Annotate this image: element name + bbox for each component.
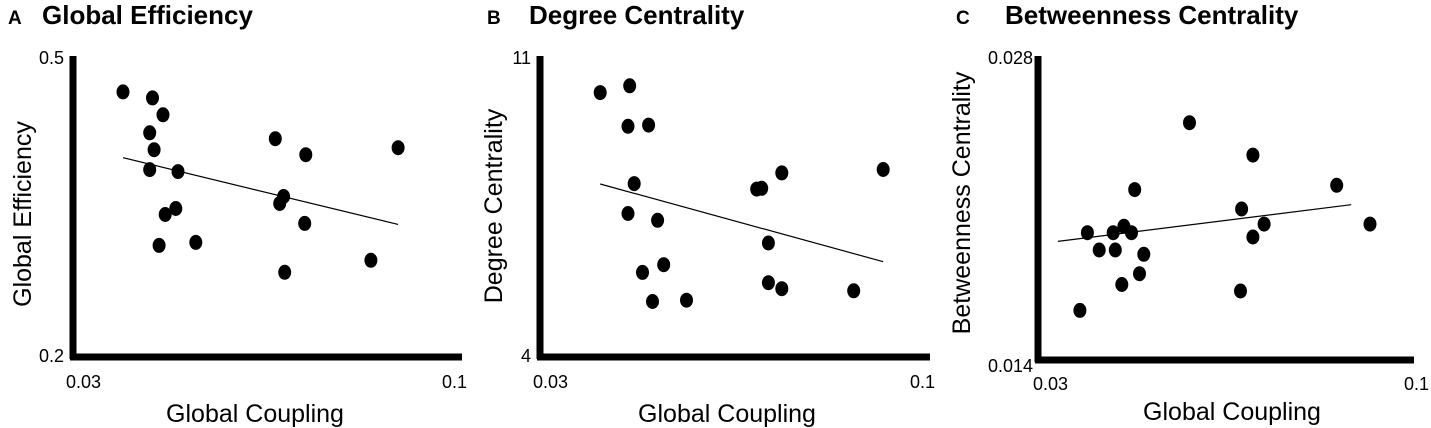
panel-b-y-tick-min: 4 <box>521 346 531 366</box>
panel-a-point-11 <box>189 234 203 250</box>
panel-a-point-3 <box>156 107 170 123</box>
panel-a-letter: A <box>8 8 22 29</box>
panel-c-marks <box>1057 115 1377 318</box>
panel-b-point-4 <box>642 117 656 133</box>
panel-b-trend-line <box>600 183 884 263</box>
panel-a: A Global Efficiency 0.5 0.2 0.03 0.1 Glo… <box>8 0 467 428</box>
panel-c-x-tick-max: 0.1 <box>1404 374 1429 394</box>
panel-b-point-11 <box>680 292 693 308</box>
panel-a-point-8 <box>158 207 172 222</box>
panel-a-point-9 <box>169 201 183 216</box>
panel-a-point-19 <box>391 140 405 156</box>
panel-a-y-tick-min: 0.2 <box>39 346 64 366</box>
panel-c-point-3 <box>1128 182 1142 198</box>
panel-c-trend-line <box>1057 204 1352 242</box>
panel-c-point-8 <box>1125 225 1138 241</box>
panel-c-point-1 <box>1106 225 1120 241</box>
panel-b-point-7 <box>651 212 665 228</box>
panel-c-point-17 <box>1234 283 1247 299</box>
panel-a-point-15 <box>273 196 287 211</box>
panel-a-x-axis-label: Global Coupling <box>166 400 344 428</box>
panel-c-y-axis-label: Betweenness Centrality <box>948 71 976 334</box>
panel-c-title: Betweenness Centrality <box>1005 0 1299 30</box>
panel-b-point-17 <box>775 281 789 297</box>
panel-b-point-15 <box>761 235 775 251</box>
panel-c-point-10 <box>1115 277 1129 292</box>
panel-b-point-6 <box>621 206 635 221</box>
panel-b-point-3 <box>621 118 635 134</box>
panel-b-title: Degree Centrality <box>529 0 745 30</box>
panel-a-point-12 <box>268 131 282 147</box>
panel-c-point-11 <box>1133 266 1146 282</box>
panel-c-point-15 <box>1257 216 1271 232</box>
panel-c-x-tick-min: 0.03 <box>1033 374 1068 394</box>
panel-a-marks <box>116 84 405 280</box>
panel-b-point-18 <box>847 283 861 299</box>
panel-b-point-19 <box>876 162 890 177</box>
panel-b-y-tick-max: 11 <box>512 48 531 68</box>
panel-c-point-12 <box>1183 115 1196 131</box>
panel-a-point-5 <box>147 142 161 158</box>
panel-a-point-17 <box>278 264 292 280</box>
panel-a-y-axis-label: Global Efficiency <box>9 121 37 307</box>
panel-c-x-axis-label: Global Coupling <box>1143 398 1321 426</box>
panel-b-marks <box>593 78 890 309</box>
panel-a-point-18 <box>364 252 378 268</box>
panel-c-letter: C <box>956 8 970 29</box>
panel-c-point-16 <box>1246 229 1260 245</box>
panel-c-point-7 <box>1073 302 1087 318</box>
panel-a-point-1 <box>116 84 130 100</box>
panel-a-x-tick-max: 0.1 <box>442 372 467 392</box>
panel-b-point-10 <box>646 294 659 309</box>
panel-a-point-10 <box>152 237 166 253</box>
panel-c-point-6 <box>1080 225 1094 241</box>
panel-b-point-9 <box>657 257 671 273</box>
panel-c-point-9 <box>1137 246 1151 262</box>
panel-a-point-7 <box>171 164 185 180</box>
panel-b-point-13 <box>755 180 769 196</box>
panel-c-y-tick-max: 0.028 <box>988 48 1033 68</box>
panel-a-point-16 <box>298 215 312 231</box>
panel-a-point-4 <box>143 125 157 141</box>
panel-a-trend-line <box>122 157 399 225</box>
panel-b-x-tick-max: 0.1 <box>910 372 935 392</box>
panel-c-point-18 <box>1330 177 1344 193</box>
panel-b-point-5 <box>627 176 641 192</box>
panel-a-point-13 <box>299 147 313 163</box>
panel-c-point-19 <box>1363 216 1377 232</box>
panel-b-point-1 <box>593 85 607 101</box>
panel-b-point-8 <box>636 264 649 280</box>
panel-b-x-tick-min: 0.03 <box>533 372 568 392</box>
panel-b-point-2 <box>623 78 637 94</box>
panel-c-point-13 <box>1246 147 1260 163</box>
panel-b-point-16 <box>761 275 775 291</box>
panel-b-point-14 <box>775 165 789 181</box>
panel-a-x-tick-min: 0.03 <box>66 372 101 392</box>
panel-b-y-axis-label: Degree Centrality <box>480 108 508 303</box>
panel-c-y-tick-min: 0.014 <box>988 356 1033 376</box>
panel-b-x-axis-label: Global Coupling <box>638 400 816 428</box>
panel-c-point-14 <box>1235 201 1249 217</box>
panel-c-point-5 <box>1092 242 1106 258</box>
panel-b: B Degree Centrality 11 4 0.03 0.1 Global… <box>480 0 935 428</box>
panel-a-title: Global Efficiency <box>42 0 253 30</box>
panel-a-y-tick-max: 0.5 <box>39 48 64 68</box>
panel-c: C Betweenness Centrality 0.028 0.014 0.0… <box>948 0 1429 426</box>
panel-a-point-6 <box>143 162 157 178</box>
panel-b-letter: B <box>487 8 501 29</box>
panel-c-point-4 <box>1108 242 1122 258</box>
panel-a-point-2 <box>146 90 159 106</box>
